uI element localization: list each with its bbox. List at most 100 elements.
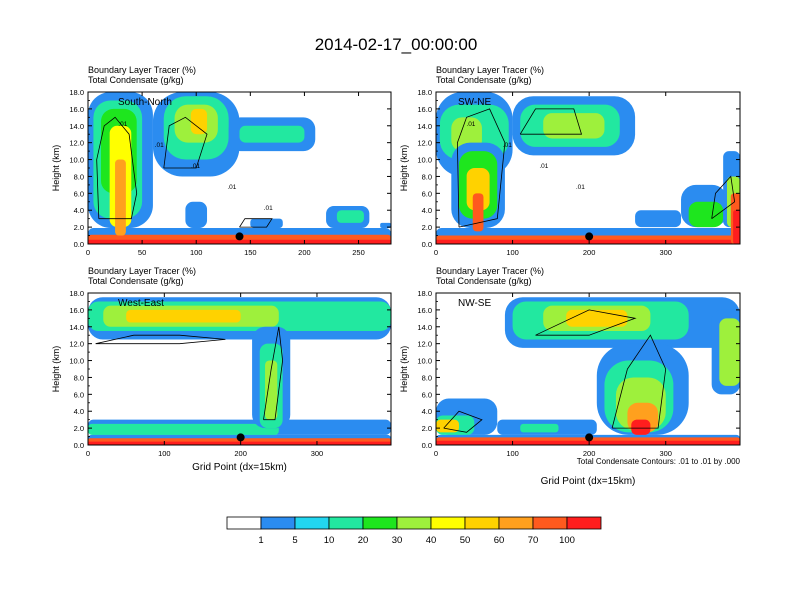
x-tick-label: 100 [158, 449, 171, 458]
condensate-contour [263, 326, 284, 421]
x-tick-label: 100 [190, 248, 203, 257]
condensate-contour [163, 116, 208, 169]
y-tick-label: 12.0 [69, 340, 84, 349]
x-tick-label: 0 [86, 449, 90, 458]
panel-top-left: .01 .01 .01 .01 .01 0.0 2.0 4.0 6.0 8.0 10.0 12.0 14… [51, 65, 392, 257]
tracer-band [250, 218, 283, 228]
panel-label: NW-SE [458, 298, 491, 309]
panel-subtitle-tracer: Boundary Layer Tracer (%) [436, 266, 544, 276]
colorbar-label: 40 [426, 535, 437, 546]
x-tick-label: 200 [583, 248, 596, 257]
contour-label: .01 [155, 142, 164, 149]
condensate-contour [96, 116, 138, 220]
panel-label: West-East [118, 298, 164, 309]
y-tick-label: 6.0 [422, 189, 432, 198]
contour-label: .01 [264, 205, 273, 212]
y-axis-label: Height (km) [399, 145, 409, 192]
tracer-field: .01 .01 .01 .01 .01 [88, 92, 391, 244]
y-tick-label: 10.0 [417, 156, 432, 165]
tracer-field [88, 297, 391, 445]
panel-subtitle-condensate: Total Condensate (g/kg) [88, 75, 184, 85]
y-tick-label: 18.0 [417, 289, 432, 298]
x-tick-label: 50 [138, 248, 146, 257]
tracer-band [719, 318, 740, 386]
colorbar-label: 50 [460, 535, 471, 546]
tracer-field: .01 .01 .01 .01 [436, 92, 740, 244]
colorbar-swatch [532, 516, 568, 530]
tracer-band [436, 440, 740, 445]
y-tick-label: 14.0 [69, 122, 84, 131]
condensate-contour [711, 175, 736, 220]
colorbar-label: 30 [392, 535, 403, 546]
y-axis-label: Height (km) [51, 145, 61, 192]
x-axis-label: Grid Point (dx=15km) [192, 462, 287, 473]
contour-label: .01 [227, 184, 236, 191]
contour-label: .01 [118, 121, 127, 128]
x-tick-label: 150 [244, 248, 257, 257]
y-tick-label: 14.0 [69, 323, 84, 332]
y-tick-label: 8.0 [74, 172, 84, 181]
y-tick-label: 0.0 [74, 441, 84, 450]
y-axis-label: Height (km) [51, 346, 61, 393]
colorbar-swatch [430, 516, 466, 530]
contour-label: .01 [503, 142, 512, 149]
y-tick-label: 12.0 [417, 139, 432, 148]
tracer-band [631, 419, 651, 435]
figure-title: 2014-02-17_00:00:00 [315, 35, 478, 54]
x-tick-label: 200 [298, 248, 311, 257]
tracer-band [88, 239, 391, 244]
colorbar-swatch [294, 516, 330, 530]
y-tick-label: 12.0 [69, 139, 84, 148]
y-tick-label: 4.0 [422, 407, 432, 416]
y-tick-label: 8.0 [422, 373, 432, 382]
x-tick-label: 0 [86, 248, 90, 257]
location-marker [585, 232, 594, 241]
x-tick-label: 300 [659, 248, 672, 257]
y-tick-label: 16.0 [417, 306, 432, 315]
panel-subtitle-condensate: Total Condensate (g/kg) [436, 276, 532, 286]
x-tick-label: 250 [352, 248, 365, 257]
y-tick-label: 14.0 [417, 122, 432, 131]
y-tick-label: 8.0 [74, 373, 84, 382]
tracer-band [543, 113, 605, 139]
y-tick-label: 10.0 [417, 357, 432, 366]
y-tick-label: 6.0 [74, 189, 84, 198]
x-axis-label: Grid Point (dx=15km) [541, 476, 636, 487]
panel-label: SW-NE [458, 97, 491, 108]
panel-subtitle-condensate: Total Condensate (g/kg) [88, 276, 184, 286]
colorbar-swatch [464, 516, 500, 530]
tracer-band [688, 201, 724, 228]
y-tick-label: 2.0 [422, 223, 432, 232]
tracer-band [472, 193, 484, 232]
tracer-band [88, 441, 391, 445]
tracer-band [126, 309, 241, 323]
panel-subtitle-tracer: Boundary Layer Tracer (%) [88, 65, 196, 75]
colorbar-swatch [566, 516, 602, 530]
panel-bottom-right: 0.0 2.0 4.0 6.0 8.0 10.0 12.0 14.0 16.0 18.0 0 100 2… [399, 266, 741, 487]
panel-subtitle-tracer: Boundary Layer Tracer (%) [88, 266, 196, 276]
colorbar-swatch [226, 516, 262, 530]
y-tick-label: 18.0 [69, 289, 84, 298]
contour-info-text: Total Condensate Contours: .01 to .01 by… [577, 457, 741, 466]
y-tick-label: 16.0 [417, 105, 432, 114]
tracer-band [185, 201, 208, 228]
colorbar: 1 5 10 20 30 40 50 60 70 100 [226, 516, 602, 546]
x-tick-label: 100 [506, 449, 519, 458]
y-tick-label: 14.0 [417, 323, 432, 332]
tracer-band [115, 159, 126, 236]
colorbar-swatch [260, 516, 296, 530]
location-marker [235, 232, 244, 241]
y-tick-label: 12.0 [417, 340, 432, 349]
colorbar-swatch [396, 516, 432, 530]
tracer-band [436, 419, 459, 433]
y-tick-label: 8.0 [422, 172, 432, 181]
y-axis-label: Height (km) [399, 346, 409, 393]
y-tick-label: 4.0 [422, 206, 432, 215]
colorbar-label: 5 [292, 535, 297, 546]
tracer-field [436, 297, 740, 445]
x-tick-label: 300 [311, 449, 324, 458]
y-tick-label: 16.0 [69, 105, 84, 114]
panel-subtitle-tracer: Boundary Layer Tracer (%) [436, 65, 544, 75]
contour-label: .01 [539, 163, 548, 170]
